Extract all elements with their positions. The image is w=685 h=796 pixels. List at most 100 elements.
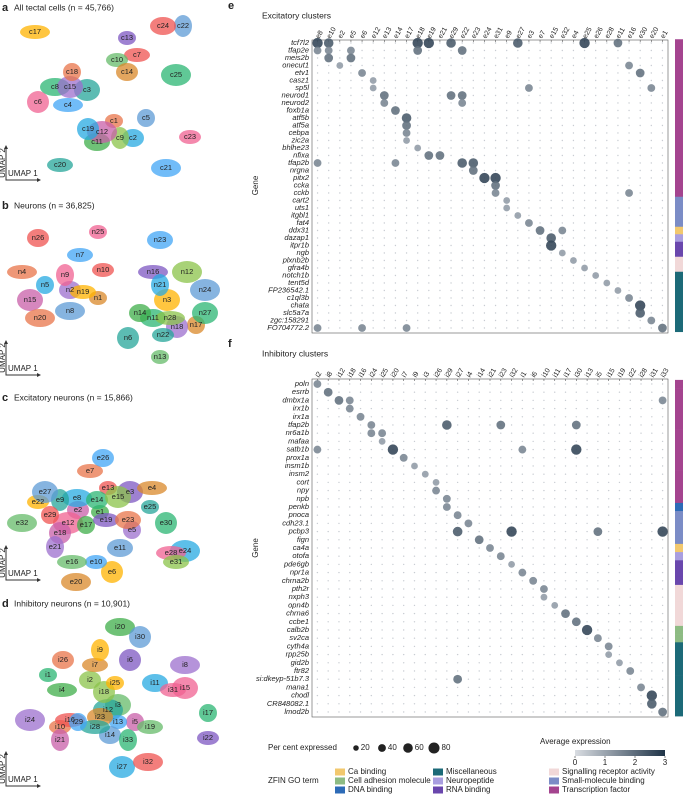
column-label: i28 bbox=[638, 367, 649, 379]
background-dot bbox=[350, 72, 352, 74]
background-dot bbox=[572, 162, 575, 164]
background-dot bbox=[494, 267, 497, 269]
background-dot bbox=[467, 399, 470, 402]
background-dot bbox=[628, 199, 630, 202]
background-dot bbox=[661, 596, 664, 598]
background-dot bbox=[372, 72, 374, 74]
background-dot bbox=[629, 457, 631, 459]
background-dot bbox=[450, 327, 452, 329]
background-dot bbox=[370, 416, 373, 418]
background-dot bbox=[327, 547, 329, 549]
column-label: e8 bbox=[315, 30, 325, 40]
background-dot bbox=[483, 79, 486, 82]
background-dot bbox=[572, 132, 575, 134]
background-dot bbox=[543, 432, 545, 434]
background-dot bbox=[500, 588, 502, 590]
background-dot bbox=[349, 678, 351, 680]
background-dot bbox=[327, 514, 329, 516]
background-dot bbox=[661, 57, 664, 59]
background-dot bbox=[478, 440, 480, 443]
dot bbox=[658, 707, 667, 717]
gene-label: insm1b bbox=[285, 461, 309, 470]
background-dot bbox=[316, 612, 319, 615]
background-dot bbox=[467, 629, 470, 631]
background-dot bbox=[543, 645, 545, 648]
background-dot bbox=[607, 539, 610, 541]
gene-label: cebpa bbox=[289, 128, 309, 137]
background-dot bbox=[532, 424, 534, 426]
background-dot bbox=[629, 563, 631, 566]
background-dot bbox=[521, 424, 524, 426]
background-dot bbox=[629, 498, 631, 500]
background-dot bbox=[349, 530, 351, 533]
background-dot bbox=[617, 214, 619, 217]
background-dot bbox=[575, 432, 578, 434]
background-dot bbox=[489, 637, 491, 639]
size-key bbox=[403, 743, 413, 753]
background-dot bbox=[528, 154, 530, 157]
background-dot bbox=[359, 473, 362, 475]
background-dot bbox=[467, 596, 470, 598]
cell-cloud bbox=[141, 500, 159, 514]
column-label: e17 bbox=[404, 26, 416, 40]
background-dot bbox=[543, 547, 545, 549]
background-dot bbox=[338, 670, 340, 672]
background-dot bbox=[478, 473, 480, 475]
background-dot bbox=[505, 154, 508, 157]
background-dot bbox=[607, 522, 610, 525]
background-dot bbox=[405, 304, 408, 307]
dot bbox=[561, 609, 570, 618]
background-dot bbox=[461, 42, 463, 44]
background-dot bbox=[424, 686, 426, 689]
column-label: i18 bbox=[347, 367, 358, 379]
background-dot bbox=[594, 132, 597, 134]
dot bbox=[379, 91, 389, 100]
background-dot bbox=[349, 703, 351, 705]
background-dot bbox=[316, 79, 319, 82]
background-dot bbox=[607, 670, 610, 672]
gene-label: prox1a bbox=[285, 453, 309, 462]
background-dot bbox=[350, 267, 352, 269]
background-dot bbox=[467, 424, 470, 426]
background-dot bbox=[606, 237, 608, 239]
background-dot bbox=[651, 588, 653, 590]
background-dot bbox=[640, 588, 642, 590]
cell-cloud bbox=[82, 658, 108, 672]
background-dot bbox=[392, 678, 394, 680]
background-dot bbox=[597, 703, 599, 705]
background-dot bbox=[327, 596, 329, 598]
background-dot bbox=[651, 432, 653, 434]
background-dot bbox=[500, 514, 502, 516]
background-dot bbox=[339, 177, 341, 179]
background-dot bbox=[349, 653, 351, 656]
background-dot bbox=[500, 539, 502, 541]
background-dot bbox=[629, 522, 631, 525]
background-dot bbox=[575, 465, 578, 467]
background-dot bbox=[640, 522, 642, 525]
background-dot bbox=[372, 117, 374, 119]
background-dot bbox=[575, 522, 578, 525]
x-axis-label: UMAP 1 bbox=[8, 569, 38, 578]
background-dot bbox=[628, 109, 630, 112]
background-dot bbox=[446, 711, 448, 713]
background-dot bbox=[505, 87, 508, 89]
umap-cells bbox=[15, 618, 219, 778]
background-dot bbox=[617, 79, 619, 82]
background-dot bbox=[392, 539, 394, 541]
background-dot bbox=[532, 383, 534, 385]
go-bar bbox=[675, 470, 683, 479]
background-dot bbox=[316, 588, 319, 590]
go-bar bbox=[675, 279, 683, 288]
background-dot bbox=[402, 465, 405, 467]
background-dot bbox=[483, 259, 486, 262]
background-dot bbox=[456, 498, 459, 500]
background-dot bbox=[461, 222, 463, 224]
size-key-label: 20 bbox=[361, 743, 370, 752]
background-dot bbox=[416, 327, 419, 329]
background-dot bbox=[405, 162, 408, 164]
background-dot bbox=[661, 489, 664, 492]
background-dot bbox=[561, 132, 564, 134]
background-dot bbox=[439, 117, 441, 119]
cell-cloud bbox=[55, 302, 85, 320]
background-dot bbox=[575, 498, 578, 500]
